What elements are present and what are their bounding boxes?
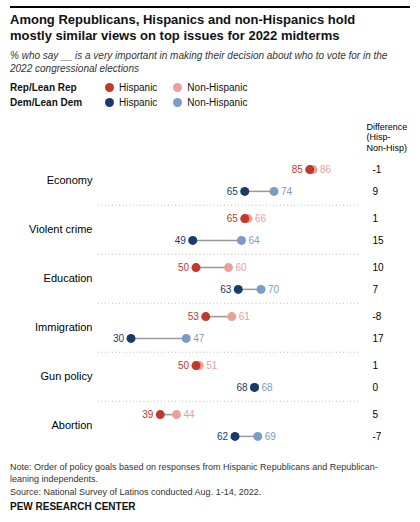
svg-text:Gun policy: Gun policy <box>41 370 93 382</box>
svg-text:Difference(Hisp-Non-Hisp): Difference(Hisp-Non-Hisp) <box>367 121 408 152</box>
svg-text:15: 15 <box>373 234 385 245</box>
svg-text:Violent crime: Violent crime <box>29 223 92 235</box>
svg-text:17: 17 <box>373 332 385 343</box>
html-text:PEW RESEARCH CENTER: PEW RESEARCH CENTER <box>10 501 136 513</box>
html-text:Note: Order of policy goals ba: Note: Order of policy goals based on res… <box>10 461 378 497</box>
svg-text:50: 50 <box>178 359 190 370</box>
svg-text:85: 85 <box>292 163 304 174</box>
svg-text:68: 68 <box>262 381 274 392</box>
svg-text:49: 49 <box>175 234 187 245</box>
svg-text:Abortion: Abortion <box>52 419 93 431</box>
html-text:Hispanic: Hispanic <box>119 81 158 93</box>
svg-text:66: 66 <box>255 212 267 223</box>
svg-text:69: 69 <box>265 430 277 441</box>
svg-text:0: 0 <box>373 381 379 392</box>
html-text:Rep/Lean Rep: Rep/Lean Rep <box>10 81 77 93</box>
svg-text:65: 65 <box>227 185 239 196</box>
svg-text:74: 74 <box>281 185 293 196</box>
svg-text:61: 61 <box>239 310 251 321</box>
svg-text:Economy: Economy <box>47 174 93 186</box>
svg-text:70: 70 <box>268 283 280 294</box>
svg-text:65: 65 <box>227 212 239 223</box>
svg-text:30: 30 <box>113 332 125 343</box>
html-text:Among Republicans, Hispanics a: Among Republicans, Hispanics and non-His… <box>10 12 356 44</box>
svg-text:1: 1 <box>373 212 379 223</box>
html-text:Hispanic: Hispanic <box>119 96 158 108</box>
svg-text:5: 5 <box>373 408 379 419</box>
html-text:% who say __ is a very importa: % who say __ is a very important in maki… <box>10 49 388 74</box>
svg-text:47: 47 <box>193 332 205 343</box>
svg-text:51: 51 <box>206 359 218 370</box>
svg-text:68: 68 <box>236 381 248 392</box>
svg-text:64: 64 <box>249 234 261 245</box>
svg-text:10: 10 <box>373 261 385 272</box>
html-text:Non-Hispanic: Non-Hispanic <box>187 81 248 93</box>
svg-text:-1: -1 <box>373 163 382 174</box>
svg-text:53: 53 <box>188 310 200 321</box>
svg-text:60: 60 <box>236 261 248 272</box>
svg-text:9: 9 <box>373 185 379 196</box>
svg-text:44: 44 <box>184 408 196 419</box>
svg-text:39: 39 <box>142 408 154 419</box>
svg-text:62: 62 <box>217 430 229 441</box>
svg-text:Immigration: Immigration <box>35 321 92 333</box>
svg-text:-8: -8 <box>373 310 382 321</box>
svg-text:7: 7 <box>373 283 379 294</box>
svg-text:Education: Education <box>44 272 93 284</box>
html-text:Non-Hispanic: Non-Hispanic <box>187 96 248 108</box>
svg-text:63: 63 <box>220 283 232 294</box>
svg-text:1: 1 <box>373 359 379 370</box>
svg-text:86: 86 <box>320 163 332 174</box>
svg-text:50: 50 <box>178 261 190 272</box>
svg-text:-7: -7 <box>373 430 382 441</box>
html-text:Dem/Lean Dem: Dem/Lean Dem <box>10 96 83 108</box>
